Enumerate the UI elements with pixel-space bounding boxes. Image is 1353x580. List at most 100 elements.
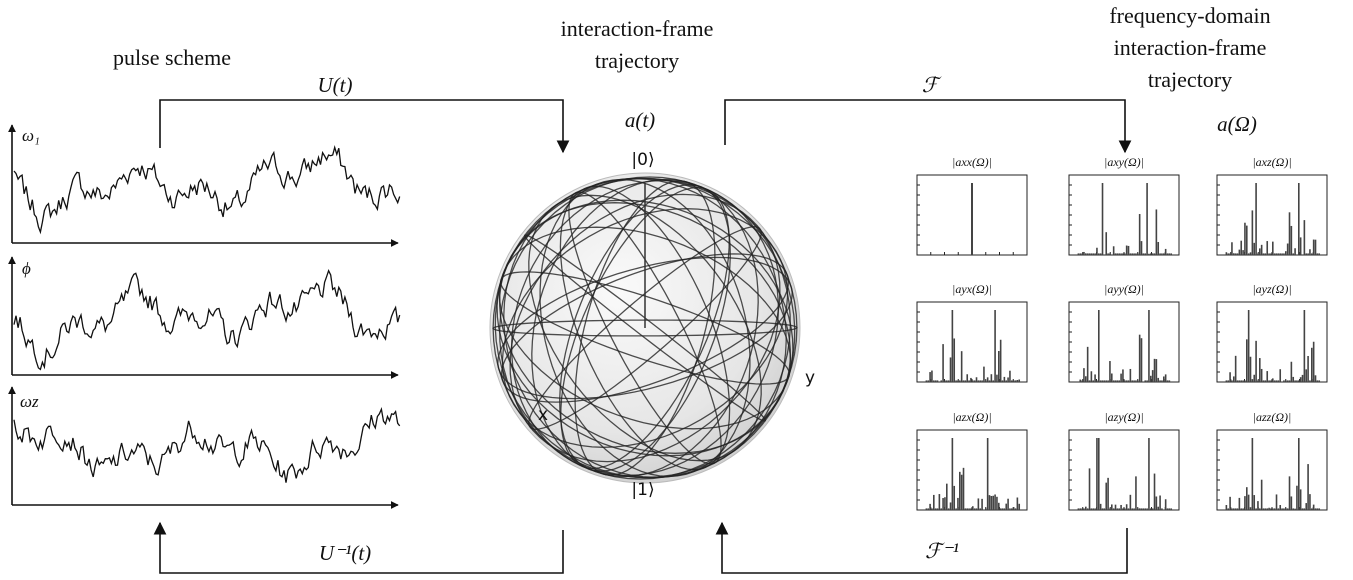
trajectory-arc	[498, 226, 792, 430]
spectrum-bar	[1316, 253, 1319, 255]
spectrum-bar	[1231, 508, 1233, 510]
spectrum-bar	[1101, 380, 1104, 382]
spectrum-bar	[1246, 487, 1248, 510]
spectrum-bar	[1229, 253, 1231, 255]
spectrum-bar	[1109, 253, 1111, 255]
spectrum-bar	[1166, 253, 1169, 255]
spectrum-bar	[973, 380, 976, 382]
spectrum-bar	[1092, 508, 1095, 510]
spectrum-bar	[1131, 253, 1134, 255]
spectrum-bar	[1079, 508, 1082, 510]
spectrum-bar	[986, 377, 989, 382]
spectrum-bar	[1148, 438, 1150, 510]
spectrum-bar	[992, 495, 995, 510]
spectrum-bar	[1096, 380, 1098, 382]
spectrum-bar	[1290, 496, 1293, 510]
spectrum-bar	[1240, 508, 1243, 510]
spectrum-bar	[1168, 253, 1171, 255]
spectrum-bar	[992, 380, 995, 382]
spectrum-bar	[990, 496, 993, 510]
trajectory-arc	[560, 186, 730, 470]
spectrum-bar	[1112, 380, 1115, 382]
spectrum-bar	[1312, 239, 1315, 255]
spectrum-bar	[1151, 370, 1154, 382]
spectrum-bar	[994, 310, 996, 382]
spectrum-bar	[1155, 209, 1158, 255]
spectrum-bar	[1262, 508, 1265, 510]
spectrum-bar	[1122, 508, 1124, 510]
spectrum-bar	[1255, 508, 1257, 510]
spectrum-bar	[1227, 380, 1230, 382]
spectrum-bar	[1273, 508, 1276, 510]
panel-title: |ayy(Ω)|	[1104, 282, 1144, 296]
spectrum-bar	[1096, 247, 1098, 255]
spectrum-bar	[1240, 240, 1243, 255]
spectrum-bar	[1099, 380, 1102, 382]
spectrum-bar	[1116, 380, 1119, 382]
spectrum-bar	[1014, 380, 1017, 382]
spectrum-bar	[1105, 380, 1108, 382]
spectrum-bar	[957, 497, 959, 510]
spectrum-bar	[1138, 334, 1141, 382]
spectrum-bar	[1079, 379, 1082, 382]
spectrum-bar	[1101, 183, 1104, 255]
spectrum-bar	[1122, 253, 1124, 255]
spectrum-bar	[1268, 253, 1270, 255]
spectrum-bar	[931, 370, 933, 382]
spectrum-bar	[1159, 253, 1161, 255]
spectrum-bar	[1279, 253, 1282, 255]
spectrum-bar	[1231, 242, 1233, 255]
spectrum-bar	[959, 471, 961, 510]
spectrum-bar	[1133, 253, 1135, 255]
spectrum-bar	[1307, 253, 1309, 255]
spectrum-bar	[1083, 368, 1085, 382]
spectrum-bar	[1233, 253, 1235, 255]
spectrum-bar	[1227, 508, 1230, 510]
spectrum-bar	[1273, 380, 1276, 382]
spectrum-bar	[1012, 507, 1015, 510]
spectrum-bar	[953, 485, 956, 510]
spectrum-bar	[1249, 507, 1252, 510]
trajectory-arc	[539, 178, 751, 478]
spectrum-bar	[1257, 380, 1259, 382]
spectrum-bar	[1086, 508, 1089, 510]
spectrum-bar	[979, 380, 982, 382]
spectrum-bar	[1283, 508, 1285, 510]
spectrum-bar	[1092, 253, 1095, 255]
spectrum-bar	[1286, 508, 1289, 510]
spectrum-bar	[959, 380, 961, 382]
spectrum-bar	[975, 377, 978, 382]
spectrum-bar	[1286, 380, 1289, 382]
spectrum-bar	[1225, 252, 1228, 255]
spectrum-bar	[1259, 508, 1261, 510]
spectrum-bar	[927, 380, 930, 382]
spectrum-bar	[1140, 508, 1143, 510]
spectrum-bar	[1086, 346, 1089, 382]
spectrum-bar	[1309, 494, 1311, 510]
spectrum-bar	[1277, 253, 1280, 255]
spectrum-bar	[933, 380, 935, 382]
spectrum-bar	[1088, 253, 1091, 255]
spectrum-bar	[1257, 501, 1259, 510]
spectrum-bar	[1133, 508, 1135, 510]
spectrum-bar	[1249, 252, 1252, 255]
spectrum-bar	[1294, 248, 1296, 255]
spectrum-bar	[1001, 508, 1004, 510]
spectrum-bar	[1099, 503, 1102, 510]
panel-title: |azx(Ω)|	[952, 410, 991, 424]
spectrum-bar	[1098, 438, 1100, 510]
spectrum-bar	[1109, 508, 1111, 510]
spectrum-bar	[942, 344, 944, 382]
state-label: |0⟩	[631, 150, 654, 170]
spectrum-bar	[1264, 508, 1267, 510]
spectrum-bar	[1090, 253, 1093, 255]
spectrum-bar	[936, 508, 939, 510]
spectrum-bar	[1314, 239, 1317, 255]
spectrum-bar	[1009, 370, 1011, 382]
axis-label: ω₁	[22, 126, 40, 145]
panel-title: |axy(Ω)|	[1104, 155, 1144, 169]
spectrum-bar	[1170, 253, 1173, 255]
spectrum-bar	[1005, 380, 1008, 382]
spectrum-bar	[1164, 374, 1167, 382]
trajectory-arc	[528, 226, 762, 430]
